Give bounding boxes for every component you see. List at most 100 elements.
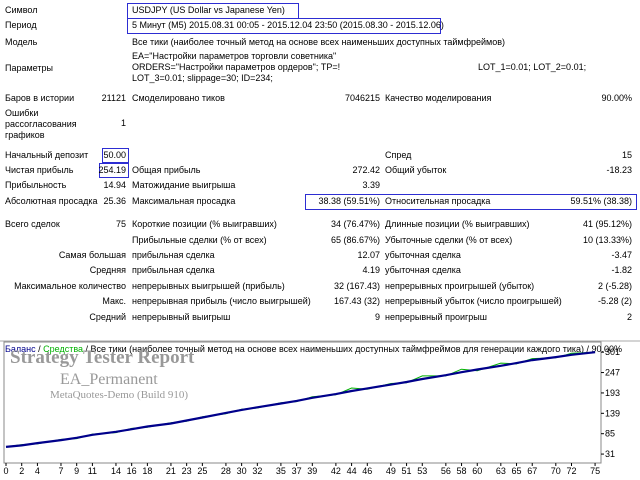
- x-tick-label: 39: [307, 466, 317, 476]
- report-text: 3.39: [362, 180, 380, 190]
- report-text: 25.36: [103, 196, 126, 206]
- report-text: непрерывный выигрыш: [132, 312, 231, 322]
- report-text: 9: [374, 312, 380, 322]
- report-text: Чистая прибыль: [5, 165, 74, 175]
- x-tick-label: 7: [58, 466, 63, 476]
- highlight-box: [305, 194, 637, 210]
- legend-entry: Средства: [43, 344, 85, 354]
- legend-entry: Баланс: [5, 344, 38, 354]
- report-text: Период: [5, 20, 37, 30]
- legend-separator: /: [38, 344, 43, 354]
- x-tick-label: 42: [331, 466, 341, 476]
- x-tick-label: 21: [166, 466, 176, 476]
- watermark: MetaQuotes-Demo (Build 910): [50, 389, 188, 401]
- report-text: 4.19: [362, 265, 380, 275]
- report-text: Начальный депозит: [5, 150, 89, 160]
- report-text: 5 Минут (M5) 2015.08.31 00:05 - 2015.12.…: [132, 20, 444, 30]
- report-text: Максимальное количество: [14, 281, 126, 291]
- x-tick-label: 25: [197, 466, 207, 476]
- report-text: Общий убыток: [385, 165, 447, 175]
- x-tick-label: 51: [402, 466, 412, 476]
- report-text: 14.94: [103, 180, 126, 190]
- report-text: Символ: [5, 5, 38, 15]
- report-text: прибыльная сделка: [132, 265, 215, 275]
- x-tick-label: 75: [590, 466, 600, 476]
- highlight-box: [99, 163, 129, 178]
- report-text: 32 (167.43): [333, 281, 380, 291]
- series-line: [5, 351, 596, 448]
- report-text: Прибыльность: [5, 180, 67, 190]
- report-text: 41 (95.12%): [582, 219, 632, 229]
- x-tick-label: 16: [127, 466, 137, 476]
- report-text: 75: [115, 219, 126, 229]
- report-text: 90.00%: [601, 93, 632, 103]
- report-text: прибыльная сделка: [132, 250, 215, 260]
- x-tick-label: 32: [252, 466, 262, 476]
- report-text: Спред: [385, 150, 412, 160]
- report-text: 50.00: [103, 150, 126, 160]
- x-tick-label: 49: [386, 466, 396, 476]
- report-text: Абсолютная просадка: [5, 196, 98, 206]
- chart-legend: Баланс / Средства / Все тики (наиболее т…: [5, 344, 622, 354]
- watermark: EA_Permanent: [60, 371, 158, 388]
- x-tick-label: 35: [276, 466, 286, 476]
- x-tick-label: 28: [221, 466, 231, 476]
- report-text: Максимальная просадка: [132, 196, 236, 206]
- report-text: Средний: [89, 312, 126, 322]
- report-text: Смоделировано тиков: [132, 93, 225, 103]
- report-text: непрерывный убыток (число проигрышей): [385, 296, 562, 306]
- report-text: Ошибки рассогласования графиков: [5, 108, 77, 140]
- report-text: Средняя: [89, 265, 126, 275]
- report-text: Общая прибыль: [132, 165, 201, 175]
- x-tick-label: 53: [417, 466, 427, 476]
- y-tick-label: 85: [605, 429, 615, 439]
- y-tick-label: 247: [605, 368, 620, 378]
- report-text: USDJPY (US Dollar vs Japanese Yen): [132, 5, 285, 15]
- report-text: EA="Настройки параметров торговли советн…: [132, 51, 337, 61]
- report-text: Относительная просадка: [385, 196, 491, 206]
- report-text: Прибыльные сделки (% от всех): [132, 235, 267, 245]
- report-text: -18.23: [606, 165, 632, 175]
- x-tick-label: 9: [74, 466, 79, 476]
- report-text: убыточная сделка: [385, 250, 461, 260]
- report-text: непрерывная прибыль (число выигрышей): [132, 296, 311, 306]
- report-text: 1: [120, 118, 126, 128]
- x-tick-label: 46: [362, 466, 372, 476]
- report-text: Убыточные сделки (% от всех): [385, 235, 513, 245]
- report-text: Всего сделок: [5, 219, 60, 229]
- y-tick-label: 31: [605, 449, 615, 459]
- y-tick-label: 301: [605, 347, 620, 357]
- report-text: Параметры: [5, 63, 53, 73]
- report-text: 38.38 (59.51%): [318, 196, 380, 206]
- report-text: 254.19: [98, 165, 126, 175]
- report-text: 7046215: [344, 93, 380, 103]
- report-text: 65 (86.67%): [330, 235, 380, 245]
- report-text: Самая большая: [58, 250, 126, 260]
- watermark: Strategy Tester Report: [10, 347, 195, 368]
- report-text: ORDERS="Настройки параметров ордеров"; T…: [132, 62, 341, 72]
- report-text: убыточная сделка: [385, 265, 461, 275]
- x-tick-label: 70: [551, 466, 561, 476]
- report-text: LOT_3=0.01; slippage=30; ID=234;: [132, 73, 273, 83]
- report-text: 272.42: [352, 165, 380, 175]
- report-text: 2 (-5.28): [597, 281, 632, 291]
- highlight-box: [102, 148, 129, 163]
- report-text: Модель: [5, 37, 38, 47]
- report-text: непрерывный проигрыш: [385, 312, 487, 322]
- report-text: Матожидание выигрыша: [132, 180, 236, 190]
- x-tick-label: 58: [457, 466, 467, 476]
- report-text: Качество моделирования: [385, 93, 492, 103]
- chart-subtitle: / Все тики (наиболее точный метод на осн…: [86, 344, 622, 354]
- report-text: Баров в истории: [5, 93, 75, 103]
- highlight-box: [127, 18, 441, 34]
- x-tick-label: 63: [496, 466, 506, 476]
- x-tick-label: 2: [19, 466, 24, 476]
- report-text: LOT_1=0.01; LOT_2=0.01;: [478, 62, 587, 72]
- report-text: Короткие позиции (% выигравших): [132, 219, 277, 229]
- report-text: непрерывных проигрышей (убыток): [385, 281, 535, 291]
- x-tick-label: 11: [88, 466, 97, 476]
- x-tick-label: 4: [35, 466, 40, 476]
- report-text: 10 (13.33%): [582, 235, 632, 245]
